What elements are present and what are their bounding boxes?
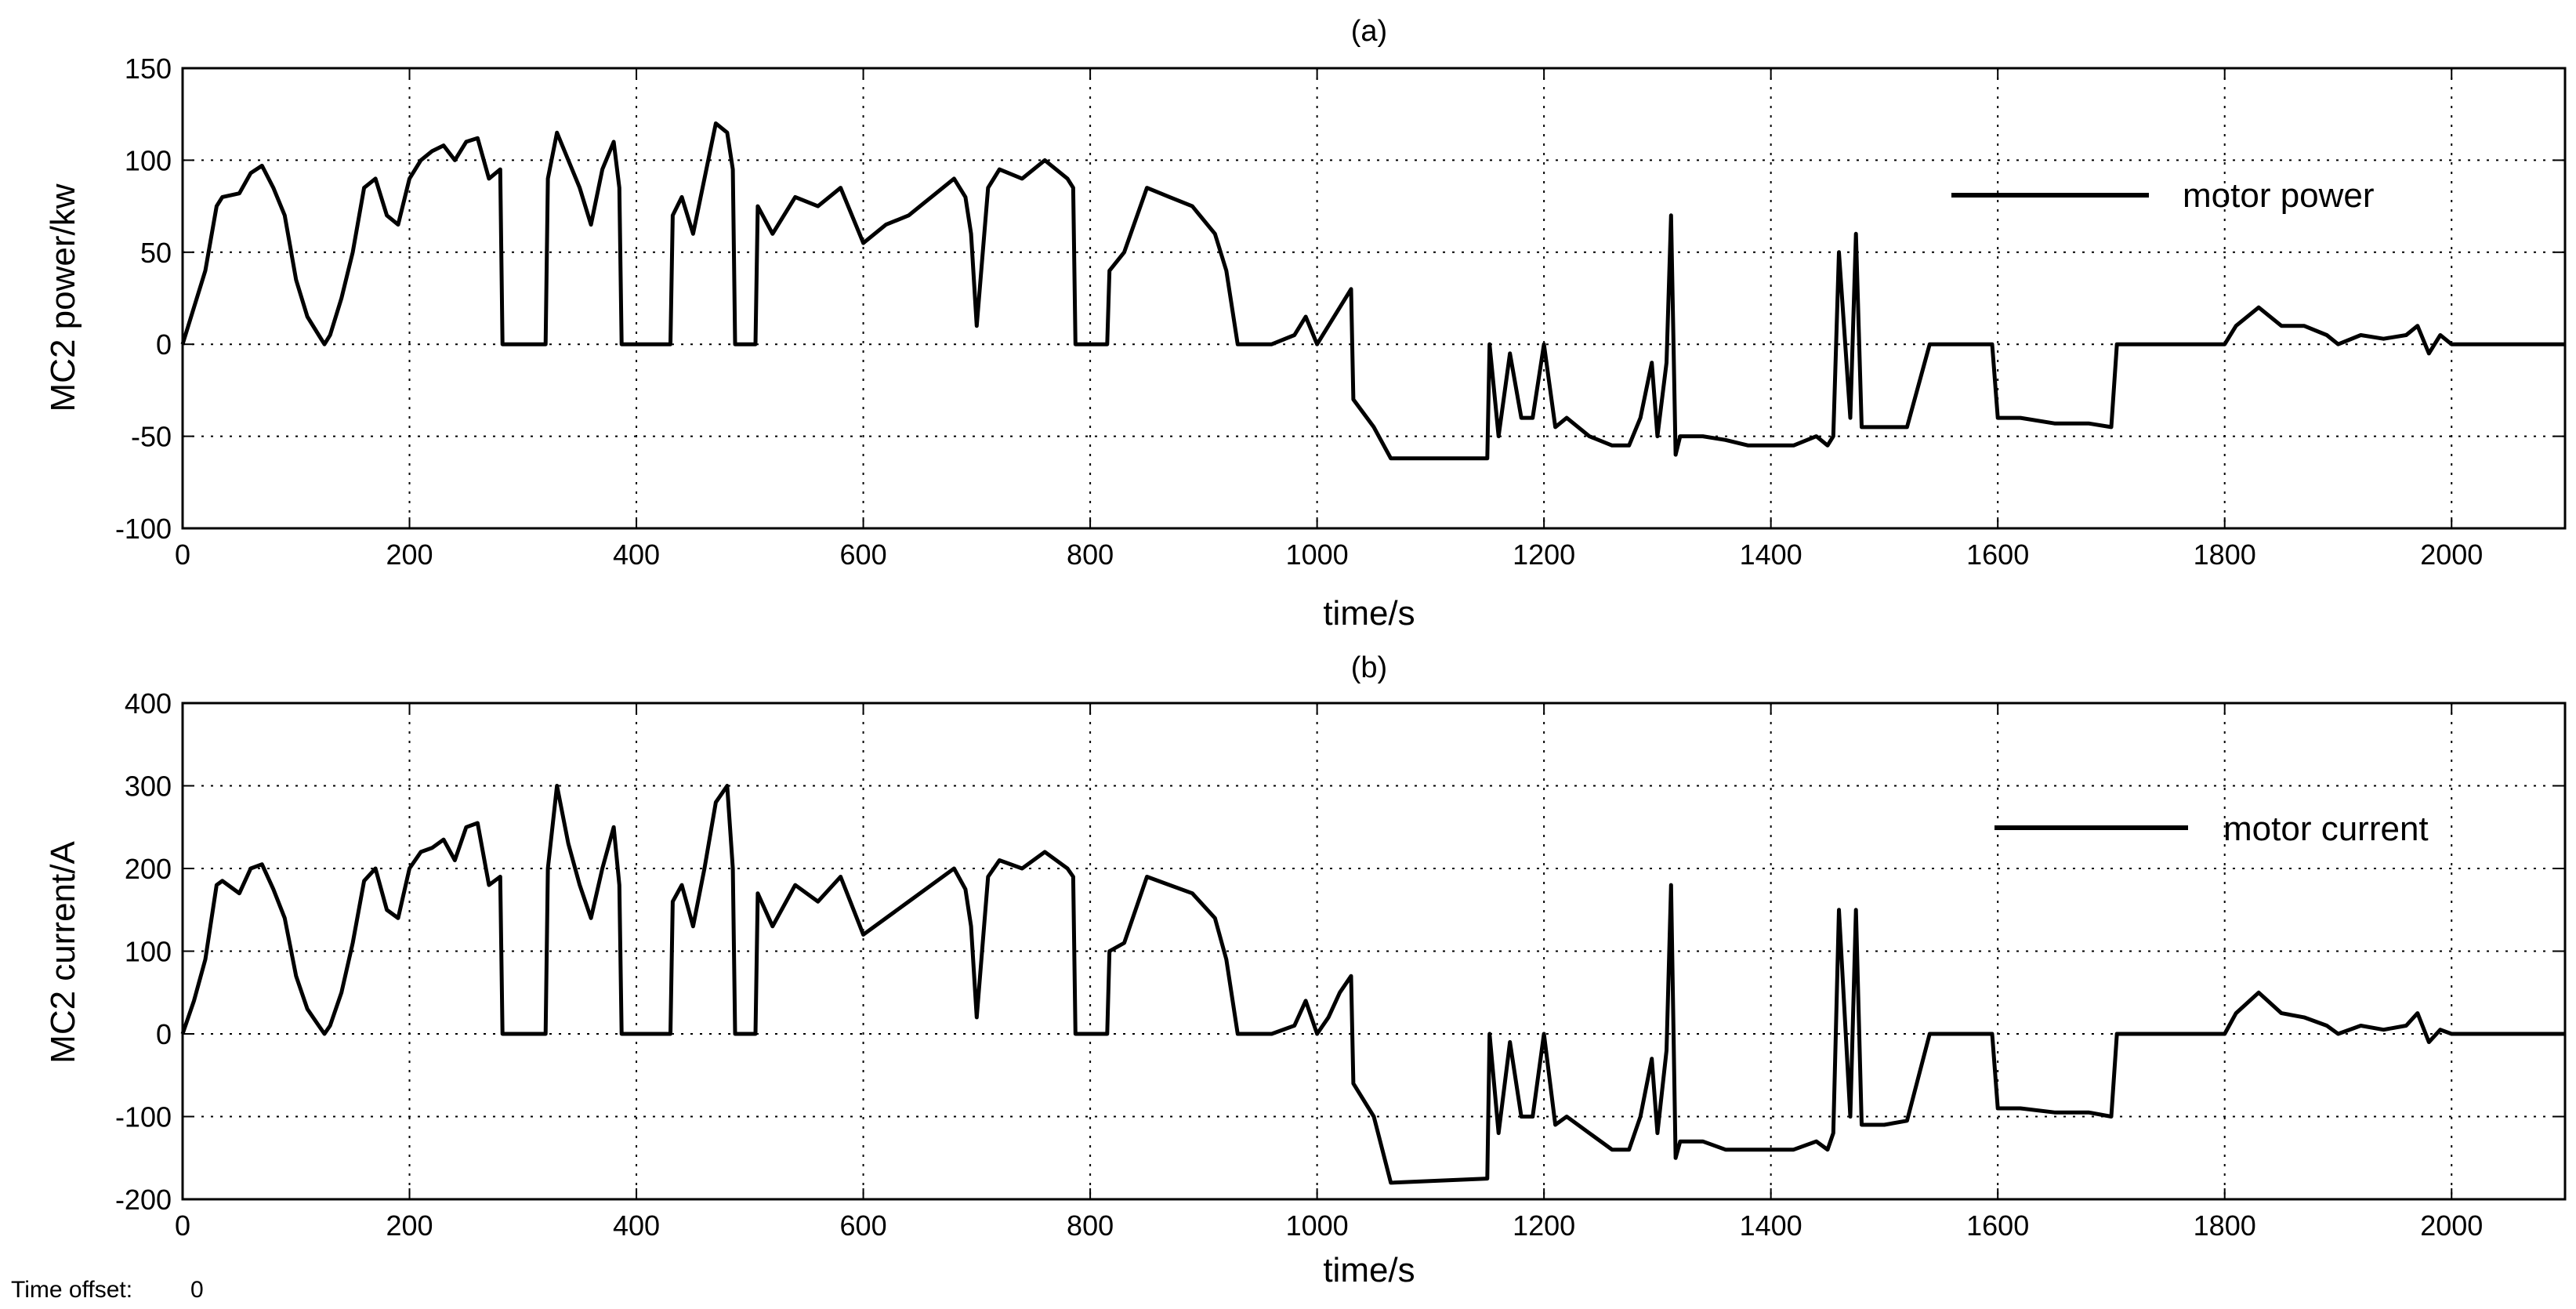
x-tick-label: 200 bbox=[386, 538, 433, 571]
grid bbox=[183, 68, 2565, 528]
x-tick-label: 1600 bbox=[1966, 538, 2029, 571]
x-tick-label: 200 bbox=[386, 1209, 433, 1242]
time-offset-value: 0 bbox=[190, 1277, 204, 1303]
x-tick-label: 400 bbox=[613, 1209, 660, 1242]
x-tick-label: 400 bbox=[613, 538, 660, 571]
time-offset-label: Time offset: bbox=[11, 1277, 132, 1303]
y-tick-label: -50 bbox=[131, 421, 172, 453]
x-ticks: 0 200 400 600 800 1000 1200 1400 1600 1800 2000 bbox=[175, 703, 2483, 1242]
x-tick-label: 0 bbox=[175, 1209, 190, 1242]
x-axis-label: time/s bbox=[1323, 1251, 1415, 1289]
x-tick-label: 0 bbox=[175, 538, 190, 571]
y-axis-label: MC2 current/A bbox=[44, 841, 82, 1064]
x-tick-label: 1200 bbox=[1513, 538, 1575, 571]
y-tick-label: 200 bbox=[125, 853, 172, 885]
y-tick-label: 150 bbox=[125, 53, 172, 85]
y-ticks: -100 -50 0 50 100 150 bbox=[115, 53, 2565, 545]
series bbox=[180, 784, 2565, 1185]
x-tick-label: 600 bbox=[840, 538, 887, 571]
legend: motor power bbox=[1951, 176, 2375, 215]
plot-area bbox=[181, 67, 2567, 530]
x-tick-label: 1400 bbox=[1740, 1209, 1802, 1242]
x-ticks: 0 200 400 600 800 1000 1200 1400 1600 1800 2000 bbox=[175, 68, 2483, 571]
y-tick-label: 100 bbox=[125, 936, 172, 968]
plot-area bbox=[181, 702, 2567, 1201]
panel-title: (a) bbox=[1351, 15, 1387, 48]
y-tick-label: -200 bbox=[115, 1184, 172, 1216]
y-tick-label: 50 bbox=[140, 237, 172, 269]
legend: motor current bbox=[1994, 810, 2429, 848]
y-tick-label: 400 bbox=[125, 687, 172, 720]
x-tick-label: 1200 bbox=[1513, 1209, 1575, 1242]
x-tick-label: 600 bbox=[840, 1209, 887, 1242]
panel-a: (a) 0 200 400 600 800 1000 1200 1400 1600 1800 200… bbox=[44, 15, 2567, 633]
x-tick-label: 800 bbox=[1067, 1209, 1114, 1242]
x-tick-label: 1400 bbox=[1740, 538, 1802, 571]
x-tick-label: 2000 bbox=[2420, 538, 2483, 571]
x-tick-label: 1800 bbox=[2194, 1209, 2256, 1242]
x-tick-label: 800 bbox=[1067, 538, 1114, 571]
y-tick-label: 0 bbox=[156, 1018, 172, 1050]
legend-label: motor power bbox=[2183, 176, 2375, 215]
y-tick-label: -100 bbox=[115, 1101, 172, 1133]
x-tick-label: 2000 bbox=[2420, 1209, 2483, 1242]
panel-b: (b) 0 200 400 600 800 1000 1200 1400 1600 1800 200… bbox=[44, 651, 2567, 1289]
series-line bbox=[180, 784, 2565, 1185]
series-line bbox=[180, 121, 2565, 461]
panel-title: (b) bbox=[1351, 651, 1387, 684]
x-axis-label: time/s bbox=[1323, 594, 1415, 633]
series bbox=[180, 121, 2565, 461]
x-tick-label: 1600 bbox=[1966, 1209, 2029, 1242]
y-tick-label: -100 bbox=[115, 513, 172, 545]
y-axis-label: MC2 power/kw bbox=[44, 183, 82, 412]
x-tick-label: 1000 bbox=[1286, 538, 1349, 571]
x-tick-label: 1000 bbox=[1286, 1209, 1349, 1242]
y-tick-label: 100 bbox=[125, 144, 172, 176]
legend-label: motor current bbox=[2223, 810, 2429, 848]
x-tick-label: 1800 bbox=[2194, 538, 2256, 571]
y-tick-label: 0 bbox=[156, 328, 172, 361]
y-tick-label: 300 bbox=[125, 771, 172, 803]
time-offset-readout: Time offset: 0 bbox=[11, 1277, 204, 1303]
